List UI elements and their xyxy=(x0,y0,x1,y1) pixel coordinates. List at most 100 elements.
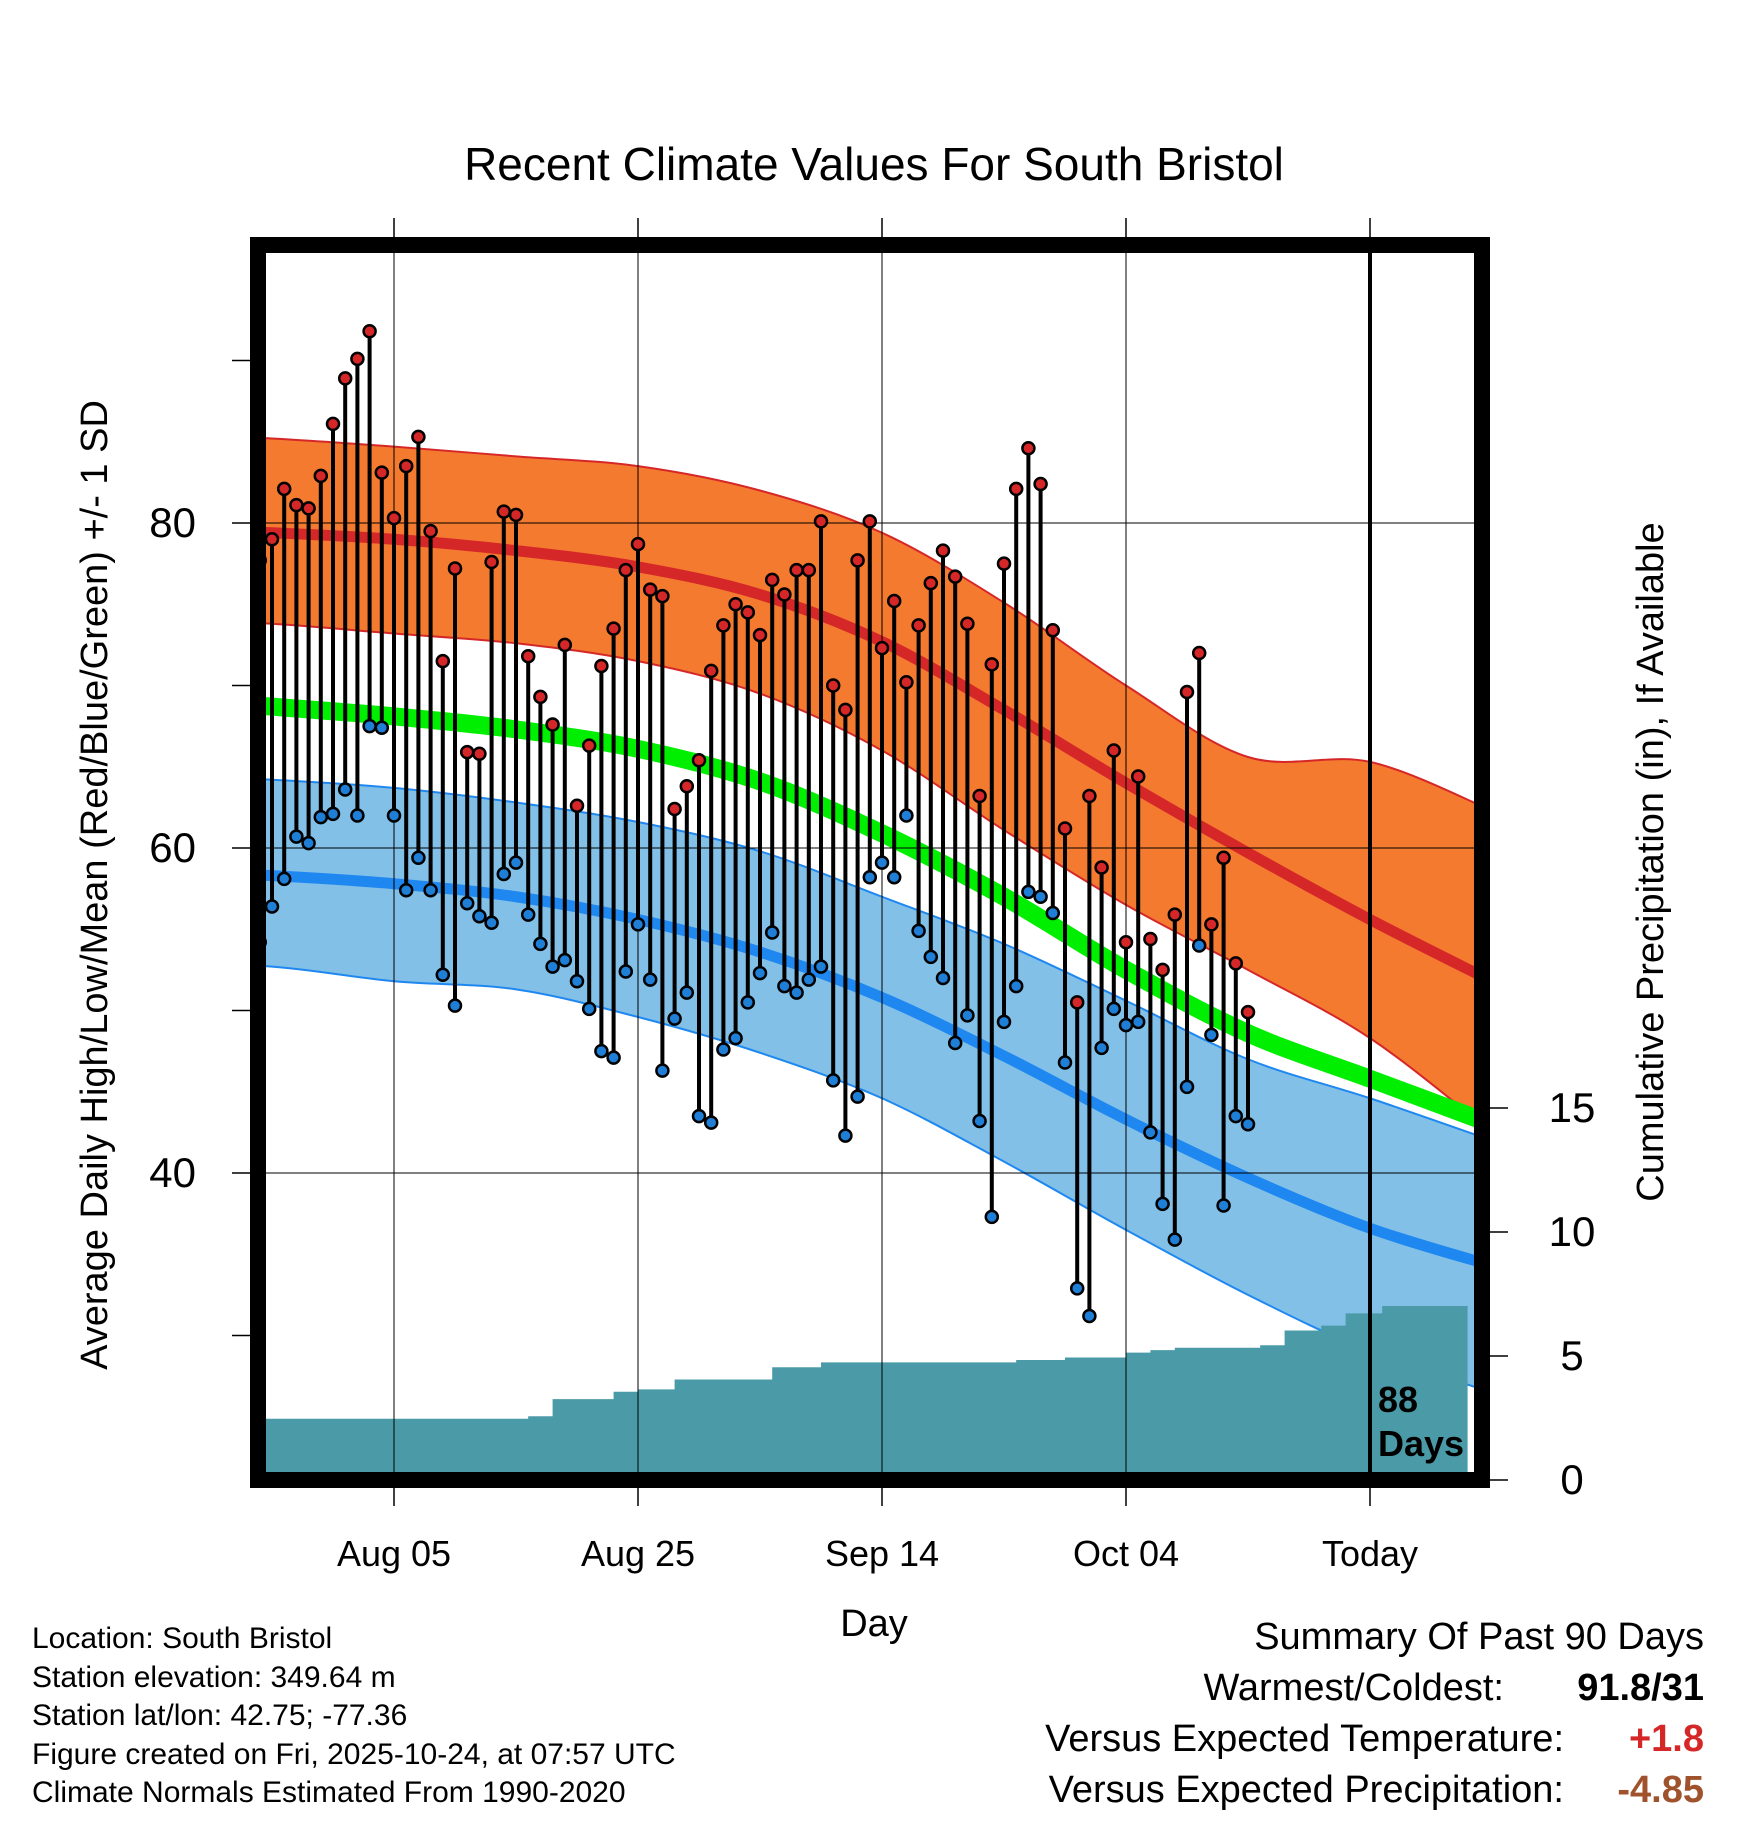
low-point xyxy=(533,936,548,952)
high-point xyxy=(520,649,536,664)
y2-tick-label: 15 xyxy=(1549,1084,1596,1131)
low-point xyxy=(508,855,524,870)
low-point xyxy=(630,917,646,932)
low-point xyxy=(691,1108,707,1124)
low-point xyxy=(777,978,792,994)
low-point xyxy=(386,808,402,823)
high-point xyxy=(1069,995,1085,1010)
high-point xyxy=(789,562,804,578)
x-axis-label: Day xyxy=(840,1603,908,1645)
low-point xyxy=(862,870,878,885)
low-point xyxy=(217,931,229,943)
y-tick-label: 60 xyxy=(149,824,196,871)
y2-tick-label: 5 xyxy=(1560,1332,1583,1379)
low-point xyxy=(813,959,829,974)
low-point xyxy=(1130,1014,1146,1030)
precip-area xyxy=(258,1306,1468,1480)
temp-label: Versus Expected Temperature: xyxy=(1045,1718,1564,1760)
low-point xyxy=(1094,1040,1109,1056)
high-point xyxy=(947,569,963,584)
high-point xyxy=(217,678,229,690)
high-point xyxy=(205,446,217,458)
high-point xyxy=(923,575,939,591)
precip-label: Versus Expected Precipitation: xyxy=(1048,1769,1564,1811)
high-sd-band xyxy=(258,436,1482,1126)
low-point xyxy=(886,870,902,885)
y-tick-label: 40 xyxy=(149,1149,196,1196)
high-point xyxy=(813,514,829,529)
low-point xyxy=(1204,1027,1219,1043)
today-annotation-line: Days xyxy=(1378,1423,1464,1464)
high-point xyxy=(935,543,951,558)
temp-row: Versus Expected Temperature: +1.8 xyxy=(804,1718,1704,1769)
low-point xyxy=(581,1001,597,1017)
high-point xyxy=(996,556,1012,571)
low-point xyxy=(484,915,499,930)
temp-value: +1.8 xyxy=(1628,1718,1704,1760)
high-point xyxy=(447,561,463,576)
low-point xyxy=(1045,905,1061,921)
high-point xyxy=(716,618,731,633)
low-point xyxy=(728,1030,743,1046)
high-point xyxy=(911,618,926,633)
high-point xyxy=(825,678,841,693)
low-point xyxy=(181,723,193,735)
low-point xyxy=(899,808,914,823)
low-point xyxy=(1033,889,1048,904)
high-point xyxy=(459,744,475,760)
high-point xyxy=(1216,850,1231,865)
low-point xyxy=(435,967,451,982)
high-point xyxy=(1143,931,1158,947)
low-point xyxy=(1143,1125,1158,1140)
created-text: Figure created on Fri, 2025-10-24, at 07… xyxy=(32,1737,676,1771)
high-point xyxy=(301,501,316,516)
y-axis-label: Average Daily High/Low/Mean (Red/Blue/Gr… xyxy=(74,400,116,1370)
low-point xyxy=(325,806,341,822)
elevation-text: Station elevation: 349.64 m xyxy=(32,1660,396,1694)
high-point xyxy=(1021,441,1036,456)
high-point xyxy=(533,689,548,705)
high-point xyxy=(642,582,658,597)
x-tick-label: Oct 04 xyxy=(1073,1533,1179,1574)
low-point xyxy=(947,1035,963,1051)
high-point xyxy=(703,663,719,679)
low-point xyxy=(1191,938,1207,953)
warmest-value: 91.8/31 xyxy=(1577,1667,1704,1709)
high-point xyxy=(181,387,193,399)
high-point xyxy=(545,717,560,732)
low-point xyxy=(1167,1232,1183,1247)
high-point xyxy=(1082,788,1097,804)
low-point xyxy=(229,995,241,1007)
high-point xyxy=(289,497,304,513)
low-point xyxy=(606,1050,621,1065)
low-point xyxy=(923,949,939,965)
low-point xyxy=(301,835,316,851)
high-point xyxy=(850,553,865,568)
low-point xyxy=(289,829,304,844)
low-point xyxy=(911,923,926,939)
high-point xyxy=(1045,623,1061,638)
low-point xyxy=(984,1209,1000,1225)
low-point xyxy=(545,959,560,974)
low-point xyxy=(1008,978,1024,994)
high-point xyxy=(581,738,597,753)
low-point xyxy=(716,1042,731,1057)
low-point xyxy=(350,808,365,823)
high-point xyxy=(899,675,914,690)
low-point xyxy=(374,720,390,735)
high-point xyxy=(472,746,487,761)
y2-axis-label: Cumulative Precipitation (in), If Availa… xyxy=(1630,522,1672,1201)
high-point xyxy=(1118,935,1134,950)
high-point xyxy=(484,554,499,570)
low-point xyxy=(1057,1055,1073,1070)
high-point xyxy=(960,616,975,631)
low-point xyxy=(496,866,512,882)
low-point xyxy=(1106,1001,1122,1017)
chart-title: Recent Climate Values For South Bristol xyxy=(464,138,1284,190)
high-point xyxy=(1057,821,1073,836)
low-point xyxy=(557,952,573,968)
low-point xyxy=(618,964,634,979)
low-point xyxy=(398,883,414,898)
